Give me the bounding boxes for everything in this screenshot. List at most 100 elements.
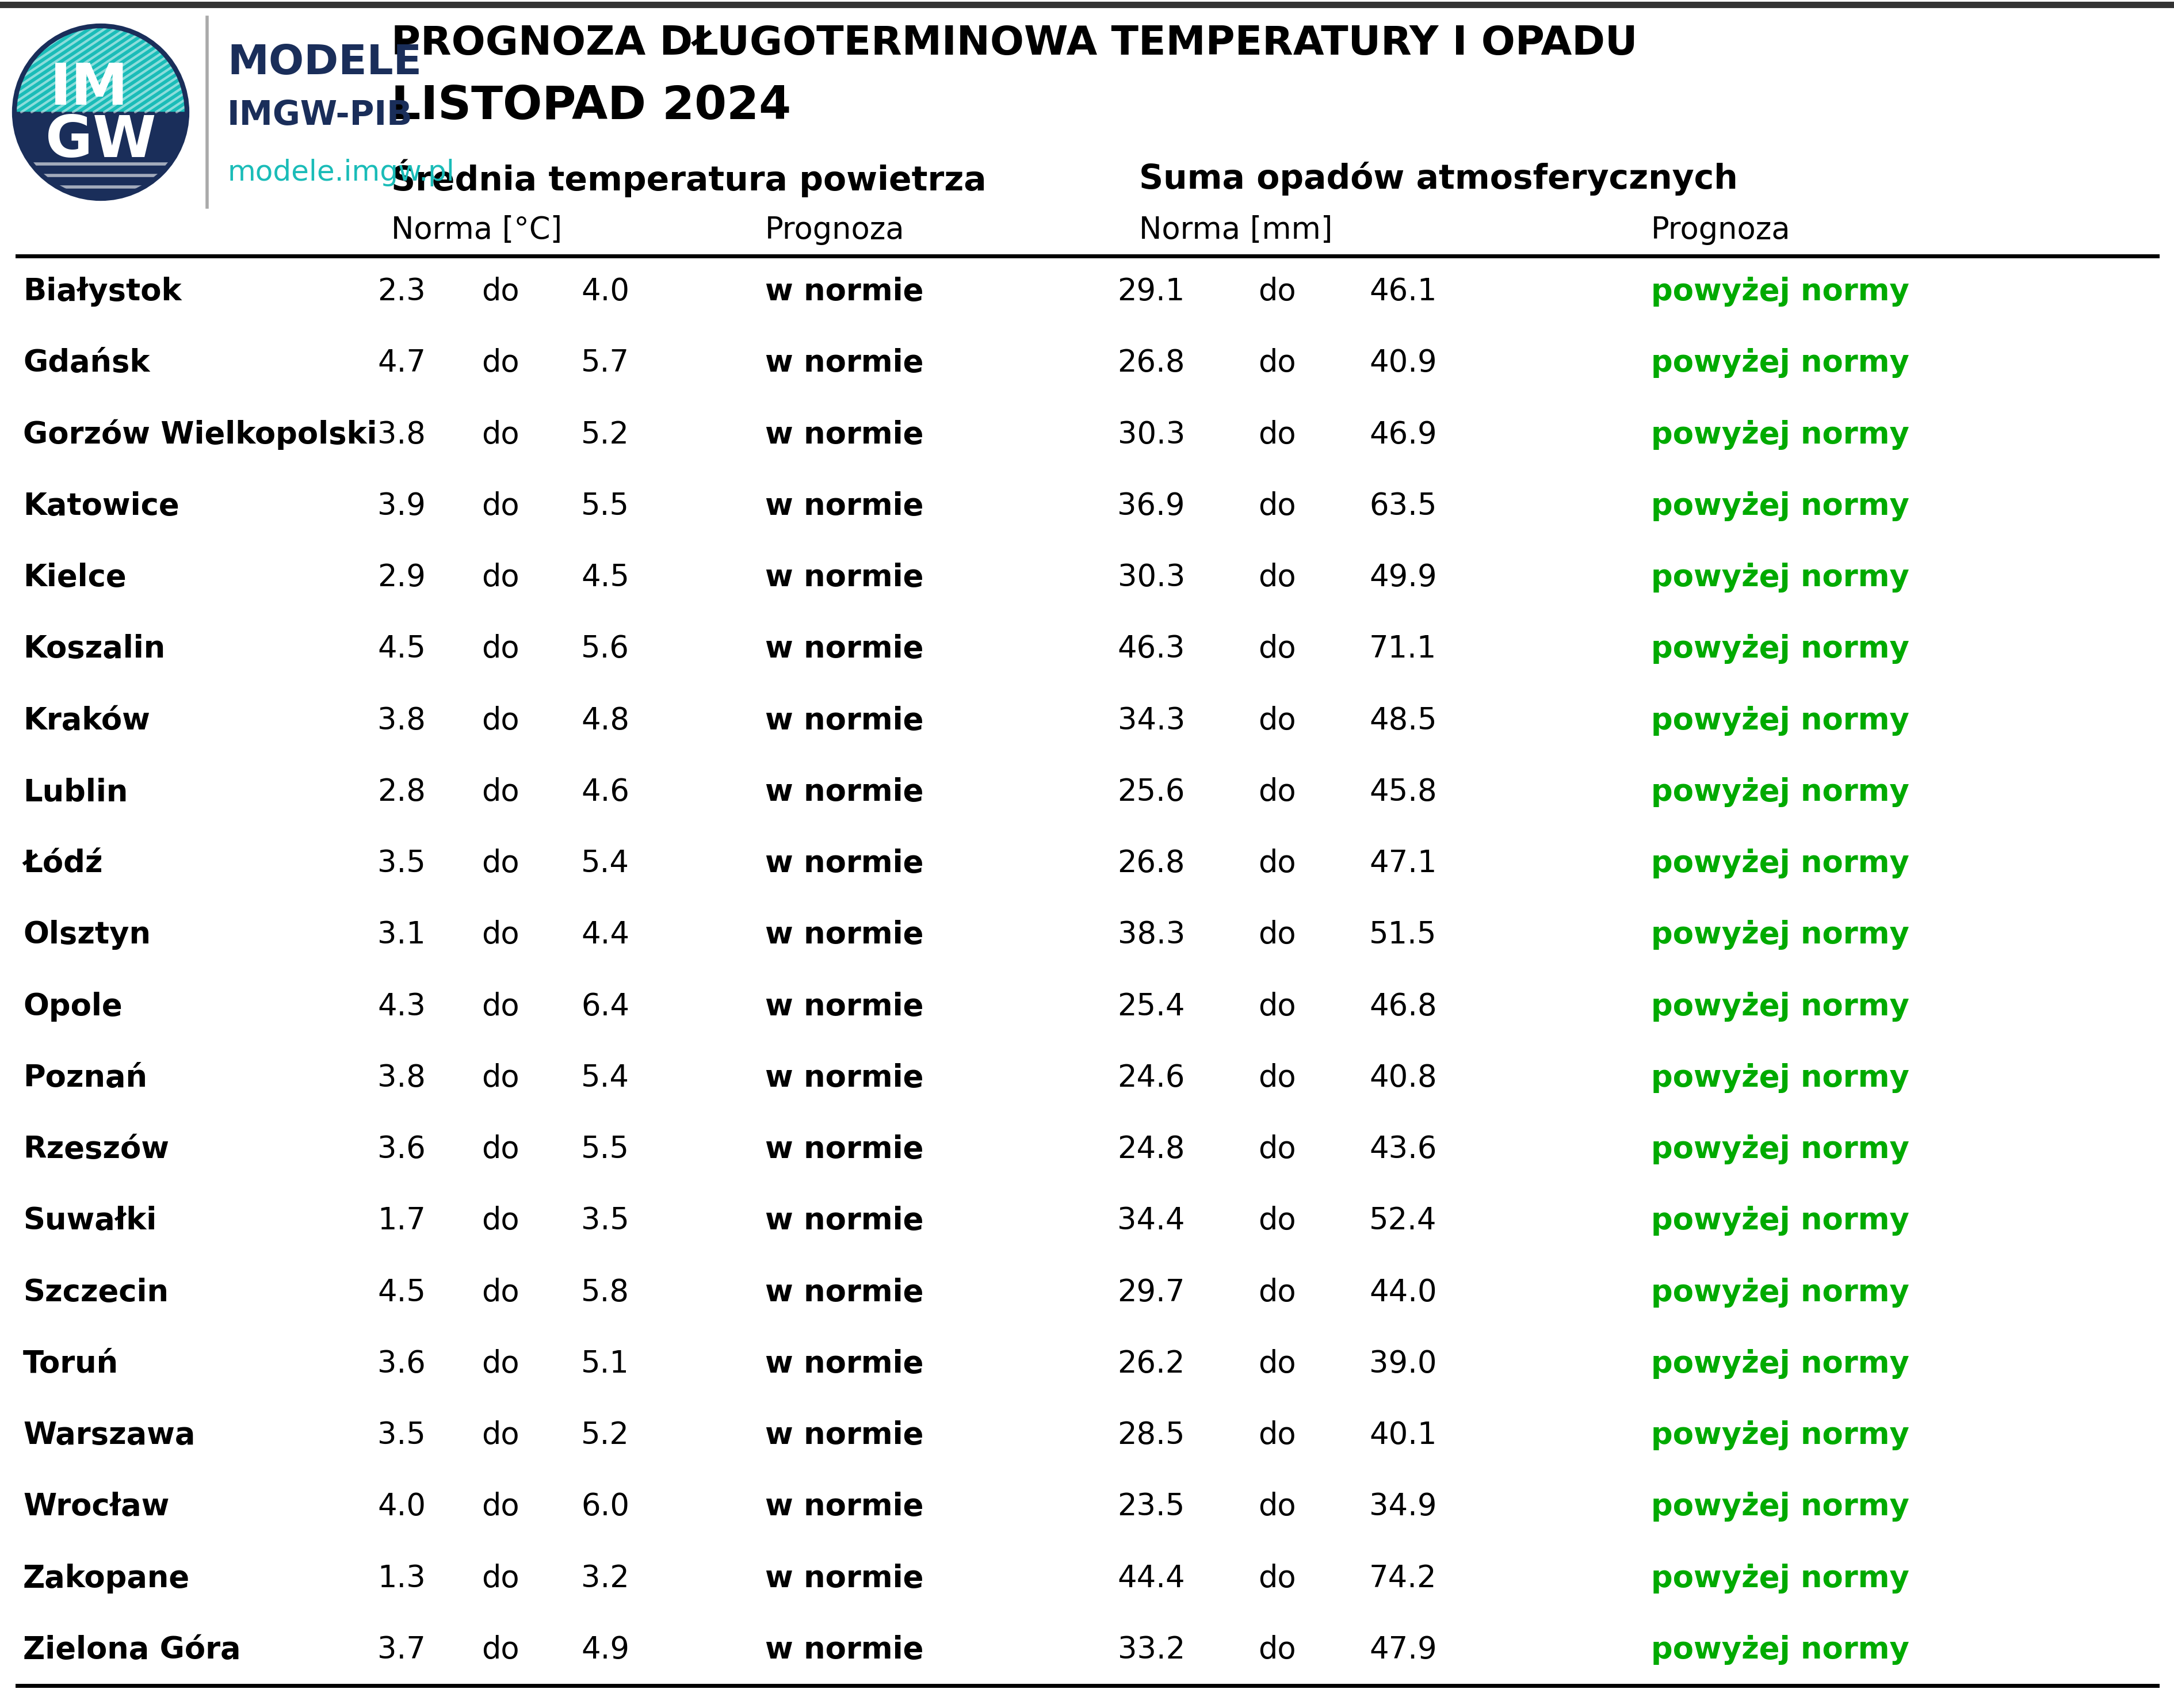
Text: 23.5: 23.5 [1117,1491,1185,1522]
Text: w normie: w normie [765,1349,924,1378]
Text: 40.8: 40.8 [1370,1062,1437,1093]
Text: powyżej normy: powyżej normy [1650,277,1909,307]
Text: do: do [1259,348,1296,377]
Text: w normie: w normie [765,921,924,950]
Text: 6.4: 6.4 [580,992,628,1021]
Wedge shape [15,113,187,198]
Text: do: do [1259,1421,1296,1450]
Text: 4.5: 4.5 [378,1278,426,1307]
Text: Norma [°C]: Norma [°C] [391,215,561,244]
Text: 3.2: 3.2 [580,1563,628,1594]
Text: 34.9: 34.9 [1370,1491,1437,1522]
Text: do: do [1259,705,1296,736]
Text: 1.7: 1.7 [378,1206,426,1237]
Text: 4.6: 4.6 [580,777,628,808]
Text: w normie: w normie [765,277,924,307]
Text: powyżej normy: powyżej normy [1650,1206,1909,1237]
Text: do: do [480,348,520,377]
Text: powyżej normy: powyżej normy [1650,1491,1909,1522]
Text: 5.5: 5.5 [580,492,628,521]
Text: do: do [480,1206,520,1237]
Text: Łódź: Łódź [24,849,102,878]
Text: IMGW-PIB: IMGW-PIB [226,99,413,132]
Text: w normie: w normie [765,1421,924,1450]
Text: 2.9: 2.9 [378,562,426,593]
Text: w normie: w normie [765,1062,924,1093]
Text: do: do [480,705,520,736]
Text: do: do [1259,277,1296,307]
Text: 4.8: 4.8 [580,705,628,736]
Text: w normie: w normie [765,562,924,593]
Text: 3.5: 3.5 [580,1206,628,1237]
Text: Rzeszów: Rzeszów [24,1134,170,1165]
Text: 46.8: 46.8 [1370,992,1437,1021]
Text: Katowice: Katowice [24,492,178,521]
Text: powyżej normy: powyżej normy [1650,634,1909,664]
Text: do: do [480,1421,520,1450]
Text: 3.8: 3.8 [378,1062,426,1093]
Text: 40.9: 40.9 [1370,348,1437,377]
Text: 45.8: 45.8 [1370,777,1437,808]
Text: 5.7: 5.7 [580,348,628,377]
Text: 25.6: 25.6 [1117,777,1185,808]
Text: w normie: w normie [765,1635,924,1665]
Text: Gdańsk: Gdańsk [24,348,150,377]
Text: do: do [1259,562,1296,593]
Text: do: do [480,562,520,593]
Text: powyżej normy: powyżej normy [1650,849,1909,878]
Text: do: do [1259,992,1296,1021]
Text: do: do [1259,634,1296,664]
Text: Warszawa: Warszawa [24,1421,196,1450]
Text: 29.1: 29.1 [1117,277,1185,307]
Text: 48.5: 48.5 [1370,705,1437,736]
Text: 3.6: 3.6 [378,1134,426,1165]
Text: w normie: w normie [765,1278,924,1307]
Text: 4.9: 4.9 [580,1635,628,1665]
Text: 24.8: 24.8 [1117,1134,1185,1165]
Text: do: do [480,849,520,878]
Text: 4.4: 4.4 [580,921,628,950]
Text: 26.8: 26.8 [1117,849,1185,878]
Text: powyżej normy: powyżej normy [1650,1134,1909,1165]
Text: 46.3: 46.3 [1117,634,1185,664]
Text: do: do [1259,492,1296,521]
Text: 63.5: 63.5 [1370,492,1437,521]
Text: do: do [480,1062,520,1093]
Text: powyżej normy: powyżej normy [1650,921,1909,950]
Text: powyżej normy: powyżej normy [1650,492,1909,521]
Text: 51.5: 51.5 [1370,921,1437,950]
Text: powyżej normy: powyżej normy [1650,1421,1909,1450]
Text: 1.3: 1.3 [378,1563,426,1594]
Text: 25.4: 25.4 [1117,992,1185,1021]
Text: powyżej normy: powyżej normy [1650,562,1909,593]
Text: w normie: w normie [765,1563,924,1594]
Text: do: do [480,1635,520,1665]
Text: do: do [480,1134,520,1165]
Text: 38.3: 38.3 [1117,921,1185,950]
Text: do: do [480,1349,520,1378]
Text: 5.4: 5.4 [580,1062,628,1093]
Text: 4.5: 4.5 [580,562,628,593]
Text: 34.3: 34.3 [1117,705,1185,736]
Text: 5.1: 5.1 [580,1349,628,1378]
Text: Białystok: Białystok [24,277,180,307]
Text: do: do [1259,420,1296,449]
Text: 5.5: 5.5 [580,1134,628,1165]
Text: 49.9: 49.9 [1370,562,1437,593]
Text: 26.2: 26.2 [1117,1349,1185,1378]
Text: do: do [480,277,520,307]
Text: w normie: w normie [765,992,924,1021]
Text: powyżej normy: powyżej normy [1650,992,1909,1021]
Text: 6.0: 6.0 [580,1491,628,1522]
Text: 47.1: 47.1 [1370,849,1437,878]
Text: powyżej normy: powyżej normy [1650,777,1909,808]
Text: do: do [480,634,520,664]
Text: 24.6: 24.6 [1117,1062,1185,1093]
Text: 36.9: 36.9 [1117,492,1185,521]
Text: w normie: w normie [765,1134,924,1165]
Text: powyżej normy: powyżej normy [1650,1062,1909,1093]
Text: Prognoza: Prognoza [765,215,904,244]
Text: GW: GW [46,113,157,169]
Text: Zakopane: Zakopane [24,1563,189,1594]
Text: 44.4: 44.4 [1117,1563,1185,1594]
